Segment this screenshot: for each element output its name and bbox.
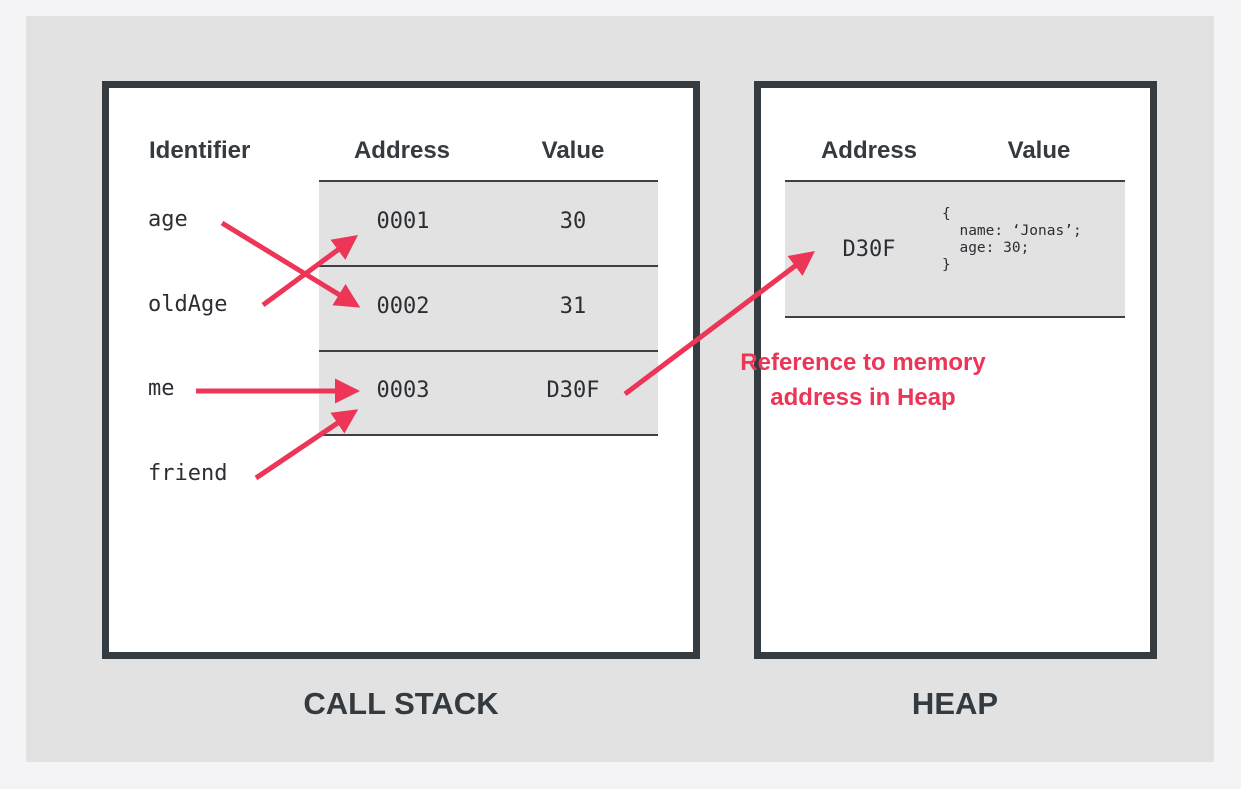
- stack-value-header: Value: [542, 137, 605, 165]
- heap-row-divider: [785, 316, 1125, 318]
- identifier-friend: friend: [148, 461, 227, 486]
- stack-address-cell: 0002: [377, 294, 430, 319]
- stack-address-cell: 0001: [377, 209, 430, 234]
- identifier-me: me: [148, 376, 175, 401]
- heap-address-cell: D30F: [843, 237, 896, 262]
- stack-value-cell: 30: [560, 209, 587, 234]
- stack-row-divider: [319, 350, 658, 352]
- reference-annotation: Reference to memory address in Heap: [713, 345, 1013, 415]
- stack-value-cell: 31: [560, 294, 587, 319]
- identifier-oldage: oldAge: [148, 292, 227, 317]
- stack-value-cell: D30F: [547, 378, 600, 403]
- call-stack-title: CALL STACK: [303, 686, 498, 722]
- stack-row-band: [319, 181, 658, 435]
- stack-address-cell: 0003: [377, 378, 430, 403]
- identifier-age: age: [148, 207, 188, 232]
- object-line: name: ‘Jonas’;: [942, 223, 1082, 240]
- heap-row-divider: [785, 180, 1125, 182]
- identifier-header: Identifier: [149, 137, 250, 165]
- heap-address-header: Address: [821, 137, 917, 165]
- object-line: age: 30;: [942, 240, 1082, 257]
- stack-row-divider: [319, 265, 658, 267]
- heap-title: HEAP: [912, 686, 998, 722]
- heap-value-header: Value: [1008, 137, 1071, 165]
- annotation-line: Reference to memory: [713, 345, 1013, 380]
- stack-address-header: Address: [354, 137, 450, 165]
- heap-object-value: { name: ‘Jonas’; age: 30;}: [942, 206, 1082, 274]
- stack-row-divider: [319, 180, 658, 182]
- object-line: {: [942, 206, 1082, 223]
- annotation-line: address in Heap: [713, 380, 1013, 415]
- stack-row-divider: [319, 434, 658, 436]
- object-line: }: [942, 257, 1082, 274]
